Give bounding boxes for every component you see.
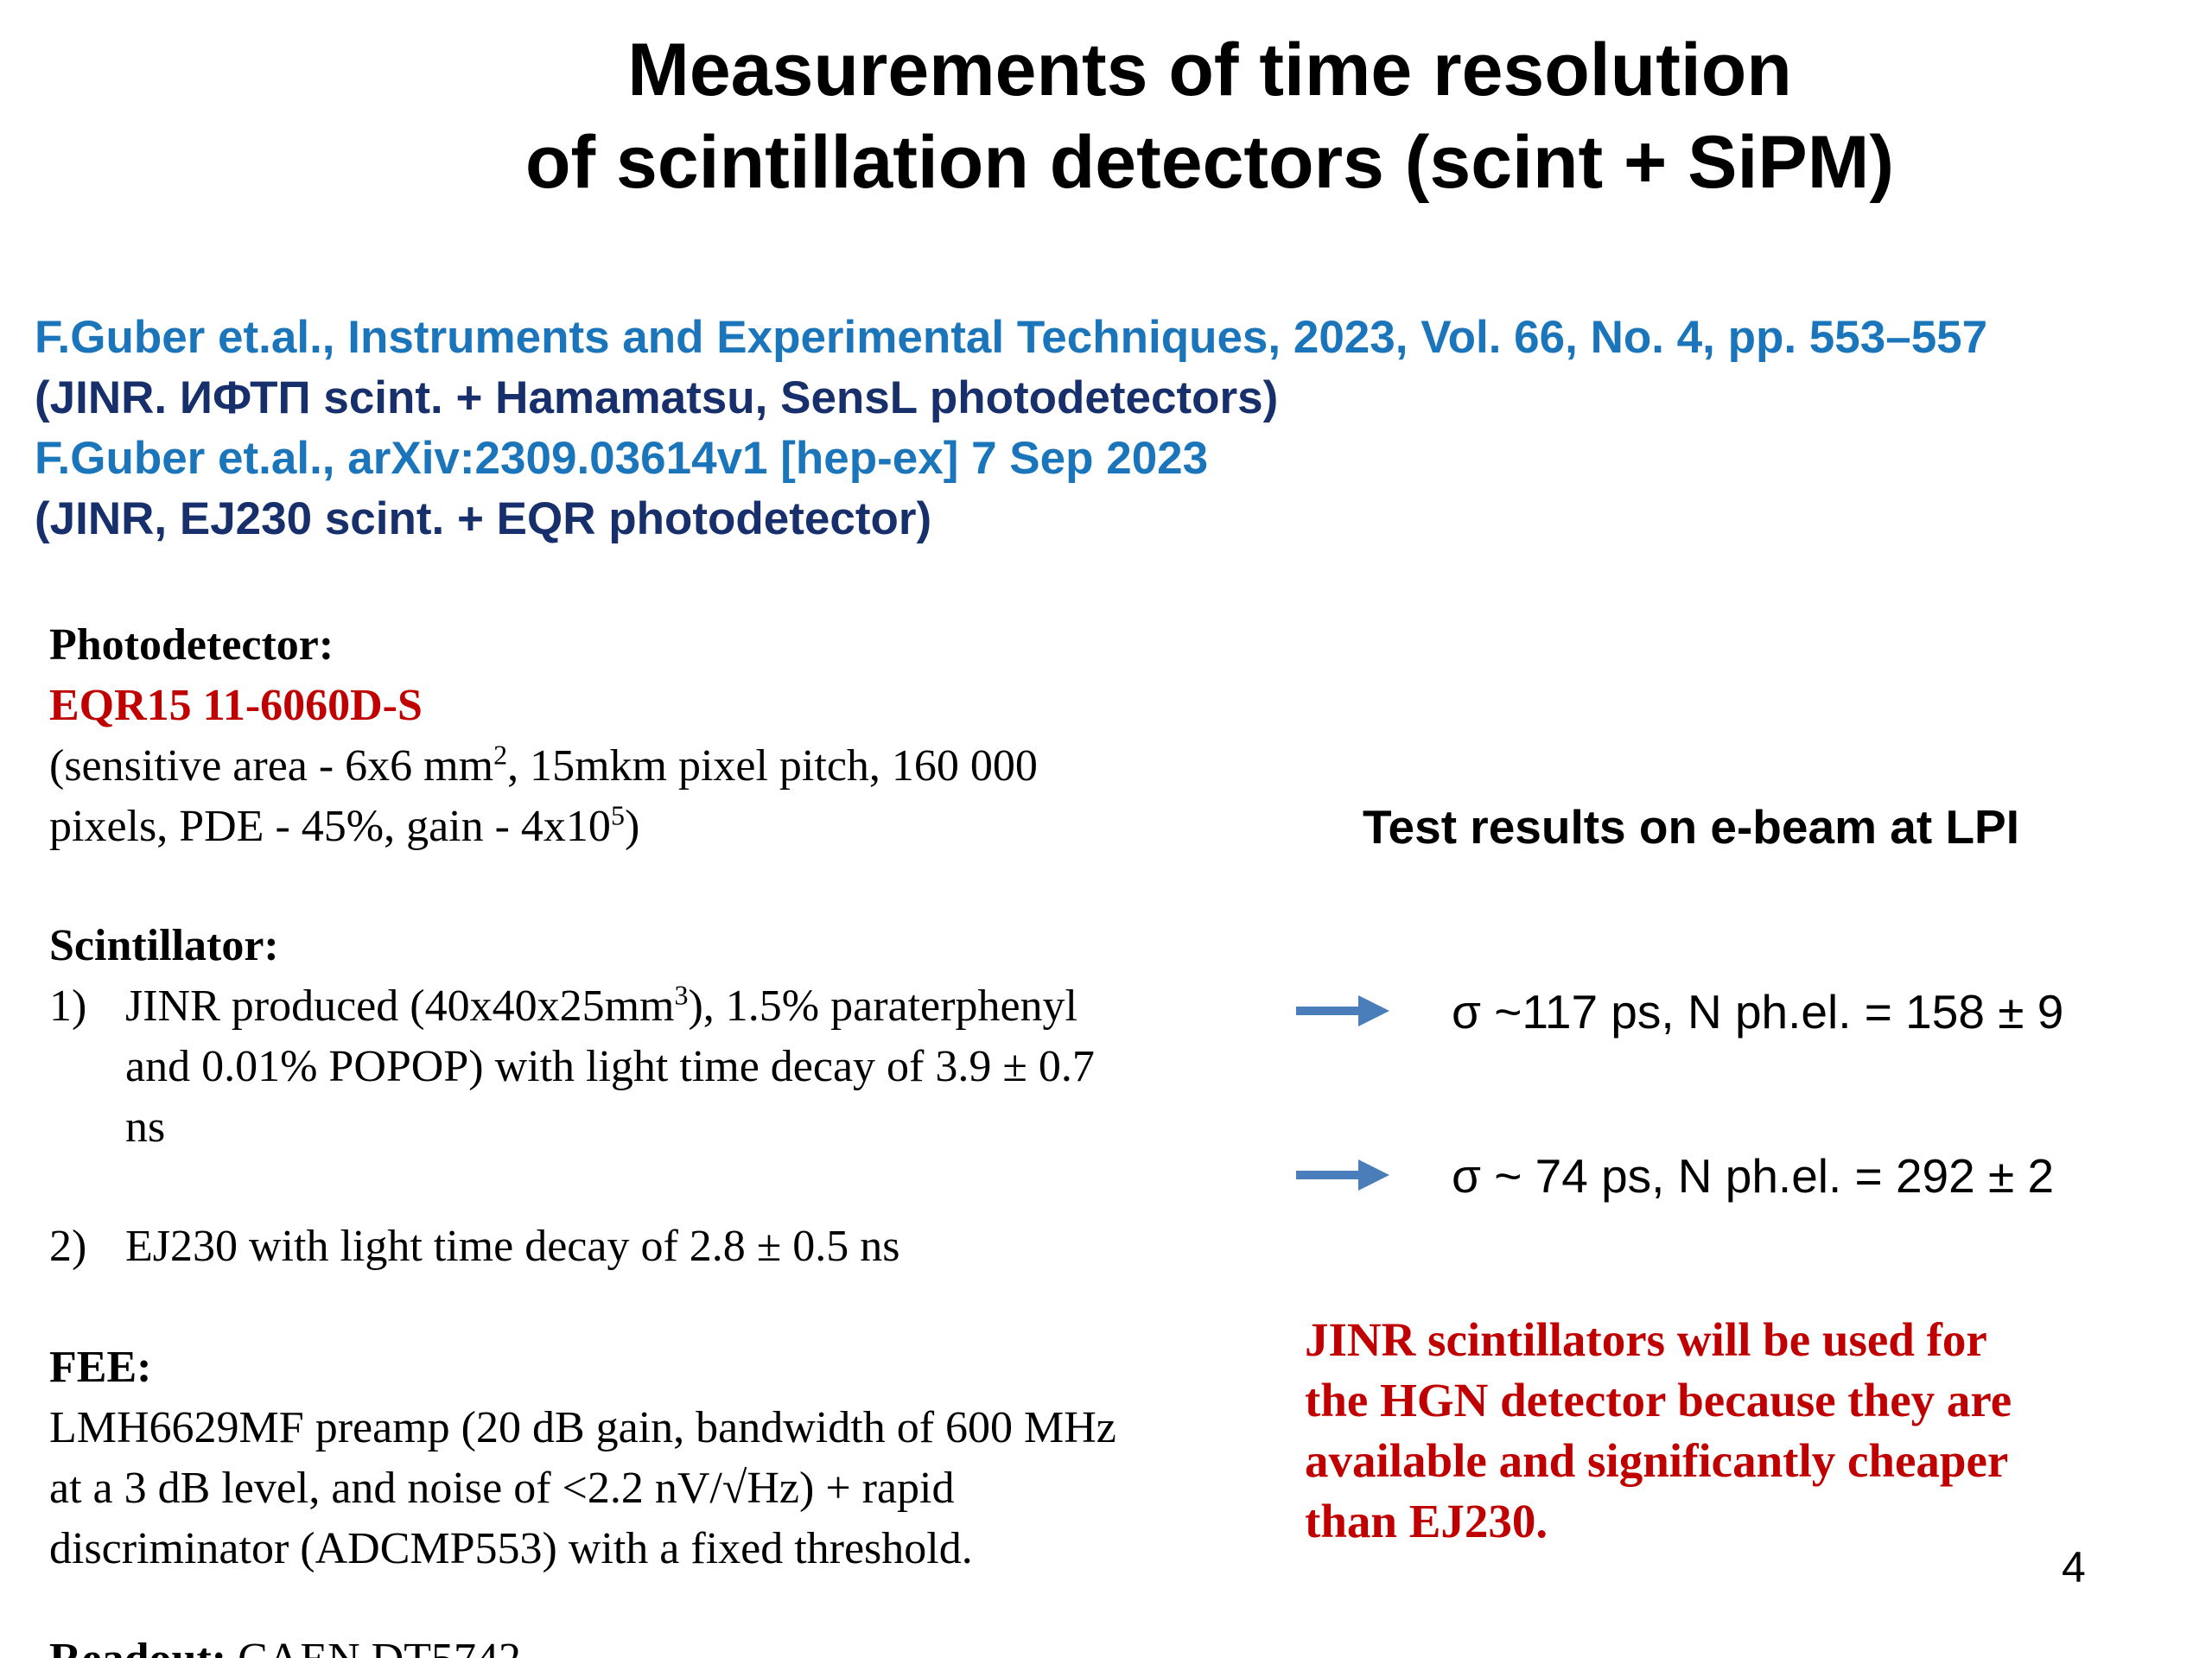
scintillator-item2-number: 2)	[49, 1222, 87, 1271]
arrow-right-icon	[1296, 995, 1389, 1026]
photodetector-heading: Photodetector:	[49, 620, 334, 670]
scintillator-item2-text: EJ230 with light time decay of 2.8 ± 0.5…	[125, 1222, 900, 1271]
slide-title-line2: of scintillation detectors (scint + SiPM…	[524, 121, 1895, 204]
test-result-jinr: σ ~117 ps, N ph.el. = 158 ± 9	[1452, 985, 2064, 1039]
scintillator-item1-line1: JINR produced (40x40x25mm3), 1.5% parate…	[125, 979, 1077, 1031]
fee-line1: LMH6629MF preamp (20 dB gain, bandwidth …	[49, 1403, 1116, 1452]
reference-arxiv-note: (JINR, EJ230 scint. + EQR photodetector)	[35, 493, 932, 544]
scintillator-item1-number: 1)	[49, 981, 87, 1031]
reference-journal-note: (JINR. ИФТП scint. + Hamamatsu, SensL ph…	[35, 372, 1279, 423]
fee-line3: discriminator (ADCMP553) with a fixed th…	[49, 1524, 973, 1573]
reference-journal: F.Guber et.al., Instruments and Experime…	[35, 312, 1988, 363]
arrow-right-icon	[1296, 1159, 1389, 1191]
conclusion-line4: than EJ230.	[1305, 1495, 1548, 1547]
page-number: 4	[2062, 1543, 2086, 1591]
fee-line2: at a 3 dB level, and noise of <2.2 nV/√H…	[49, 1464, 955, 1513]
test-result-ej230: σ ~ 74 ps, N ph.el. = 292 ± 2	[1452, 1149, 2055, 1203]
conclusion-line2: the HGN detector because they are	[1305, 1374, 2012, 1426]
slide-title-line1: Measurements of time resolution	[627, 29, 1792, 111]
photodetector-description-line1: (sensitive area - 6x6 mm2, 15mkm pixel p…	[49, 739, 1038, 791]
conclusion-line1: JINR scintillators will be used for	[1305, 1313, 1987, 1366]
photodetector-model: EQR15 11-6060D-S	[49, 681, 423, 730]
scintillator-item1-line3: ns	[125, 1102, 166, 1152]
reference-arxiv: F.Guber et.al., arXiv:2309.03614v1 [hep-…	[35, 433, 1209, 484]
conclusion-line3: available and significantly cheaper	[1305, 1434, 2009, 1487]
test-results-title: Test results on e-beam at LPI	[1363, 800, 2020, 854]
scintillator-heading: Scintillator:	[49, 921, 279, 970]
fee-heading: FEE:	[49, 1343, 152, 1392]
photodetector-description-line2: pixels, PDE - 45%, gain - 4x105)	[49, 799, 640, 851]
readout-line: Readout: CAEN DT5742	[49, 1629, 521, 1658]
scintillator-item1-line2: and 0.01% POPOP) with light time decay o…	[125, 1042, 1095, 1091]
